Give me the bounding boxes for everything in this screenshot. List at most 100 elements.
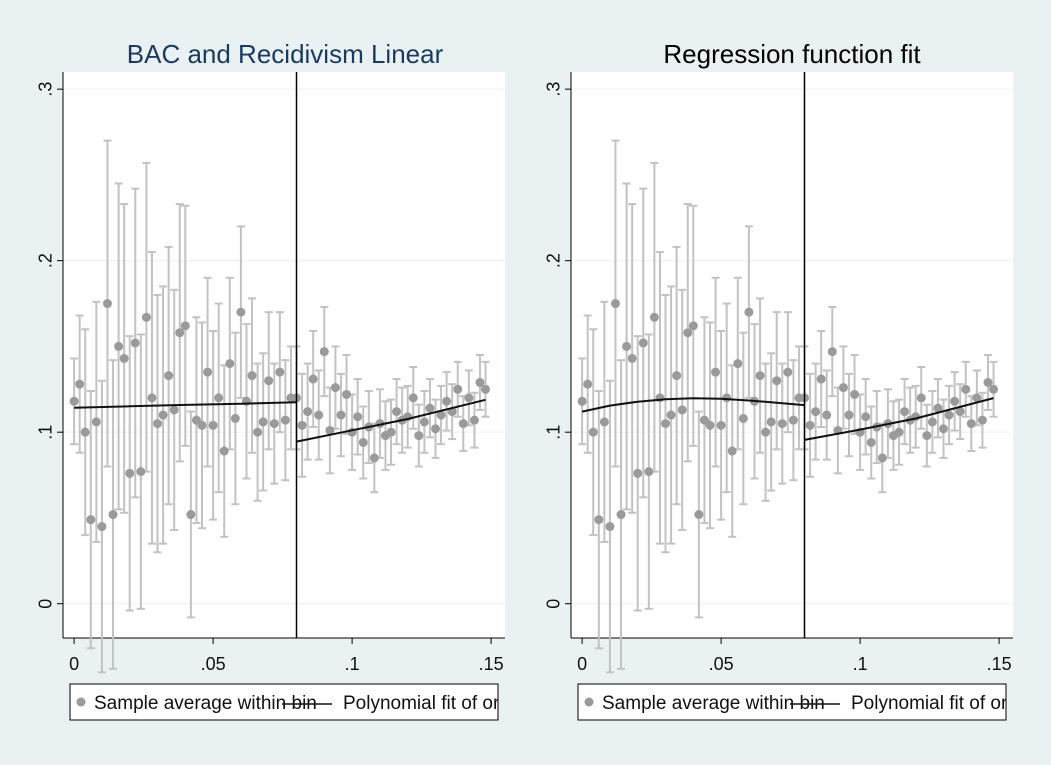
data-point xyxy=(253,427,263,437)
data-point xyxy=(319,347,329,357)
data-point xyxy=(844,410,854,420)
data-point xyxy=(408,393,418,403)
data-point xyxy=(961,384,971,394)
data-point xyxy=(738,413,748,423)
chart-title: Regression function fit xyxy=(663,39,921,69)
data-point xyxy=(75,379,85,389)
data-point xyxy=(314,410,324,420)
data-point xyxy=(777,419,787,429)
data-point xyxy=(850,389,860,399)
data-point xyxy=(86,515,96,525)
data-point xyxy=(649,312,659,322)
data-point xyxy=(69,396,79,406)
x-tick-label: .1 xyxy=(853,654,868,674)
data-point xyxy=(900,407,910,417)
data-point xyxy=(894,427,904,437)
data-point xyxy=(683,328,693,338)
data-point xyxy=(666,410,676,420)
legend-entry-polynomial-fit: Polynomial fit of order xyxy=(851,693,1035,714)
data-point xyxy=(197,420,207,430)
data-point xyxy=(583,379,593,389)
data-point xyxy=(927,417,937,427)
data-point xyxy=(119,353,129,363)
data-point xyxy=(627,353,637,363)
data-point xyxy=(989,384,999,394)
data-point xyxy=(219,446,229,456)
data-point xyxy=(716,420,726,430)
data-point xyxy=(705,420,715,430)
data-point xyxy=(811,407,821,417)
data-point xyxy=(638,338,648,348)
panel-left: 0 .1 .2 .3 0 .05 .1 .15 BAC and Recidivism Linea… xyxy=(36,39,520,721)
data-point xyxy=(358,437,368,447)
data-point xyxy=(939,424,949,434)
data-point xyxy=(130,338,140,348)
data-point xyxy=(303,407,313,417)
y-tick-label: .2 xyxy=(36,253,56,268)
data-point xyxy=(102,299,112,309)
data-point xyxy=(694,510,704,520)
data-point xyxy=(414,431,424,441)
y-tick-label: .1 xyxy=(544,425,564,440)
data-point xyxy=(772,376,782,386)
data-point xyxy=(977,415,987,425)
data-point xyxy=(136,467,146,477)
data-point xyxy=(605,522,615,532)
data-point xyxy=(481,384,491,394)
data-point xyxy=(214,393,224,403)
chart-title: BAC and Recidivism Linear xyxy=(127,39,444,69)
legend-entry-sample-average: Sample average within bin xyxy=(602,693,825,714)
data-point xyxy=(933,403,943,413)
data-point xyxy=(325,425,335,435)
data-point xyxy=(269,419,279,429)
data-point xyxy=(425,403,435,413)
data-point xyxy=(208,420,218,430)
data-point xyxy=(114,341,124,351)
data-point xyxy=(247,371,257,381)
data-point xyxy=(972,393,982,403)
data-point xyxy=(453,384,463,394)
fit-line-left xyxy=(581,397,805,413)
x-tick-label: .1 xyxy=(345,654,360,674)
data-point xyxy=(342,389,352,399)
x-tick-label: .15 xyxy=(987,654,1012,674)
data-point xyxy=(805,420,815,430)
data-point xyxy=(125,468,135,478)
data-point xyxy=(966,419,976,429)
legend-box xyxy=(577,683,1007,721)
data-point xyxy=(258,417,268,427)
data-point xyxy=(877,453,887,463)
y-tick-label: 0 xyxy=(36,599,56,609)
data-point xyxy=(153,419,163,429)
legend-marker xyxy=(76,697,86,707)
legend-entry-polynomial-fit: Polynomial fit of orde xyxy=(343,693,520,714)
data-point xyxy=(827,347,837,357)
data-point xyxy=(599,417,609,427)
data-point xyxy=(336,410,346,420)
data-point xyxy=(203,367,213,377)
data-point xyxy=(392,407,402,417)
y-tick-label: .3 xyxy=(36,82,56,97)
y-tick-label: .2 xyxy=(544,253,564,268)
data-point xyxy=(950,396,960,406)
data-point xyxy=(916,393,926,403)
plot-area xyxy=(571,72,1013,638)
data-point xyxy=(755,371,765,381)
x-tick-label: .05 xyxy=(709,654,734,674)
data-point xyxy=(861,412,871,422)
legend-entry-sample-average: Sample average within bin xyxy=(94,693,317,714)
panel-right: 0 .1 .2 .3 0 .05 .1 .15 Regression function fit S… xyxy=(544,39,1035,721)
data-point xyxy=(80,427,90,437)
legend: Sample average within bin Polynomial fit … xyxy=(69,683,520,721)
data-point xyxy=(330,383,340,393)
data-point xyxy=(264,376,274,386)
data-point xyxy=(464,393,474,403)
data-point xyxy=(610,299,620,309)
data-point xyxy=(944,410,954,420)
data-point xyxy=(661,419,671,429)
data-point xyxy=(91,417,101,427)
data-point xyxy=(788,415,798,425)
data-point xyxy=(147,393,157,403)
data-point xyxy=(577,396,587,406)
